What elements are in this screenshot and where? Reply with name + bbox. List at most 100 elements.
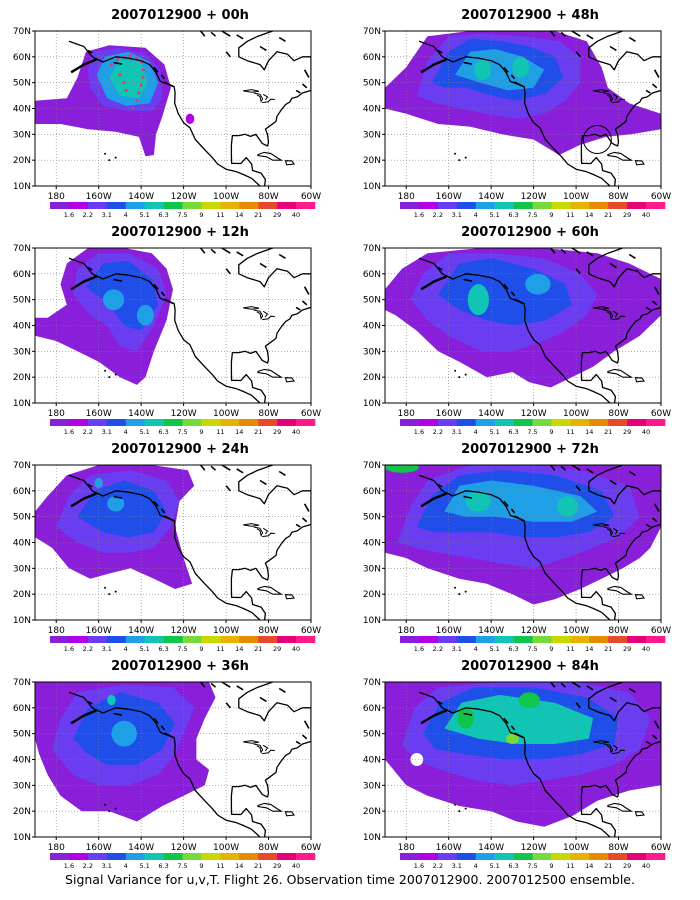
island-outline bbox=[651, 734, 658, 740]
lon-tick-label: 140W bbox=[128, 843, 154, 853]
lon-tick-label: 120W bbox=[521, 192, 547, 202]
panel-title: 2007012900 + 00h bbox=[111, 8, 249, 23]
colorbar-swatch bbox=[163, 636, 183, 643]
lat-tick-label: 30N bbox=[363, 564, 381, 574]
colorbar-label: 21 bbox=[254, 211, 262, 219]
colorbar-swatch bbox=[494, 853, 514, 860]
colorbar-label: 6.3 bbox=[158, 428, 168, 436]
aleutian-coast bbox=[70, 275, 98, 291]
colorbar-label: 2.2 bbox=[433, 862, 443, 870]
colorbar-swatch bbox=[608, 853, 628, 860]
colorbar-label: 5.1 bbox=[139, 862, 149, 870]
lat-tick-label: 40N bbox=[13, 105, 31, 115]
colorbar-label: 4 bbox=[474, 428, 478, 436]
lon-tick-label: 100W bbox=[213, 192, 239, 202]
island-dot bbox=[464, 590, 467, 593]
island-outline bbox=[510, 508, 516, 514]
coastline bbox=[418, 31, 661, 186]
colorbar-swatch bbox=[400, 853, 420, 860]
panel-title: 2007012900 + 24h bbox=[111, 442, 249, 457]
lon-tick-label: 120W bbox=[171, 626, 197, 636]
flight-track-point bbox=[135, 99, 139, 103]
island-outline bbox=[87, 700, 93, 705]
lat-tick-label: 30N bbox=[363, 781, 381, 791]
colorbar-label: 4 bbox=[474, 211, 478, 219]
island-outline bbox=[225, 268, 231, 275]
island-outline bbox=[153, 283, 159, 290]
island-outline bbox=[609, 479, 617, 486]
lat-tick-label: 60N bbox=[13, 487, 31, 497]
colorbar-swatch bbox=[201, 202, 221, 209]
colorbar-swatch bbox=[627, 202, 647, 209]
colorbar-swatch bbox=[608, 636, 628, 643]
island-outline bbox=[278, 687, 286, 693]
cuba-outline bbox=[257, 368, 284, 378]
island-outline bbox=[153, 500, 159, 507]
lat-tick-label: 60N bbox=[363, 704, 381, 714]
panel-title: 2007012900 + 84h bbox=[461, 659, 599, 674]
aleutian-coast bbox=[420, 58, 448, 74]
colorbar-label: 9 bbox=[549, 862, 553, 870]
colorbar-swatch bbox=[494, 202, 514, 209]
colorbar-swatch bbox=[475, 853, 495, 860]
island-outline bbox=[210, 465, 217, 471]
lat-tick-label: 70N bbox=[363, 244, 381, 254]
colorbar-swatch bbox=[400, 202, 420, 209]
lon-tick-label: 60W bbox=[651, 409, 671, 419]
lon-tick-label: 160W bbox=[86, 192, 112, 202]
island-outline bbox=[301, 83, 308, 89]
colorbar-label: 7.5 bbox=[177, 862, 187, 870]
colorbar-label: 11 bbox=[566, 428, 574, 436]
colorbar-swatch bbox=[570, 636, 590, 643]
panel-title: 2007012900 + 72h bbox=[461, 442, 599, 457]
colorbar-swatch bbox=[513, 853, 533, 860]
lon-tick-label: 60W bbox=[651, 192, 671, 202]
lon-tick-label: 60W bbox=[651, 843, 671, 853]
lon-tick-label: 160W bbox=[436, 843, 462, 853]
colorbar-label: 40 bbox=[292, 645, 300, 653]
island-outline bbox=[437, 49, 443, 54]
lon-tick-label: 180 bbox=[48, 843, 65, 853]
map-plot: 70N 60N 50N 40N 30N 20N 10N 180 160W 140W 120W 100W… bbox=[13, 244, 321, 436]
colorbar-swatch bbox=[239, 202, 259, 209]
cuba-outline bbox=[607, 802, 634, 812]
colorbar-label: 40 bbox=[642, 862, 650, 870]
colorbar-swatch bbox=[551, 636, 571, 643]
colorbar-swatch bbox=[239, 419, 259, 426]
lat-tick-label: 50N bbox=[363, 296, 381, 306]
shade bbox=[518, 692, 540, 708]
island-outline bbox=[236, 468, 244, 474]
lat-tick-label: 20N bbox=[13, 590, 31, 600]
lon-tick-label: 120W bbox=[521, 626, 547, 636]
colorbar-swatch bbox=[201, 853, 221, 860]
colorbar-swatch bbox=[437, 636, 458, 643]
colorbar-swatch bbox=[106, 853, 127, 860]
colorbar-label: 6.3 bbox=[158, 645, 168, 653]
island-outline bbox=[549, 248, 556, 254]
lat-tick-label: 40N bbox=[13, 539, 31, 549]
colorbar-swatch bbox=[437, 202, 458, 209]
colorbar-swatch bbox=[296, 419, 316, 426]
island-outline bbox=[653, 69, 660, 78]
map-plot: 70N 60N 50N 40N 30N 20N 10N 180 160W 140W 120W 100W… bbox=[363, 27, 671, 219]
colorbar-swatch bbox=[532, 202, 552, 209]
island-outline bbox=[514, 298, 524, 305]
flight-track-point bbox=[141, 68, 145, 72]
flight-track-point bbox=[141, 76, 145, 79]
shade bbox=[556, 496, 579, 517]
island-dot bbox=[108, 159, 111, 162]
lon-tick-label: 60W bbox=[301, 192, 321, 202]
colorbar-swatch bbox=[494, 419, 514, 426]
cuba-outline bbox=[257, 802, 284, 812]
lat-tick-label: 30N bbox=[363, 347, 381, 357]
island-outline bbox=[503, 500, 509, 507]
colorbar-label: 6.3 bbox=[508, 211, 518, 219]
island-outline bbox=[236, 251, 244, 257]
island-outline bbox=[164, 298, 174, 305]
lon-tick-label: 80W bbox=[608, 626, 628, 636]
colorbar-swatch bbox=[125, 202, 145, 209]
lon-tick-label: 180 bbox=[398, 409, 415, 419]
aleutian-coast bbox=[420, 709, 448, 725]
hispaniola-outline bbox=[284, 160, 295, 166]
island-outline bbox=[225, 51, 231, 58]
